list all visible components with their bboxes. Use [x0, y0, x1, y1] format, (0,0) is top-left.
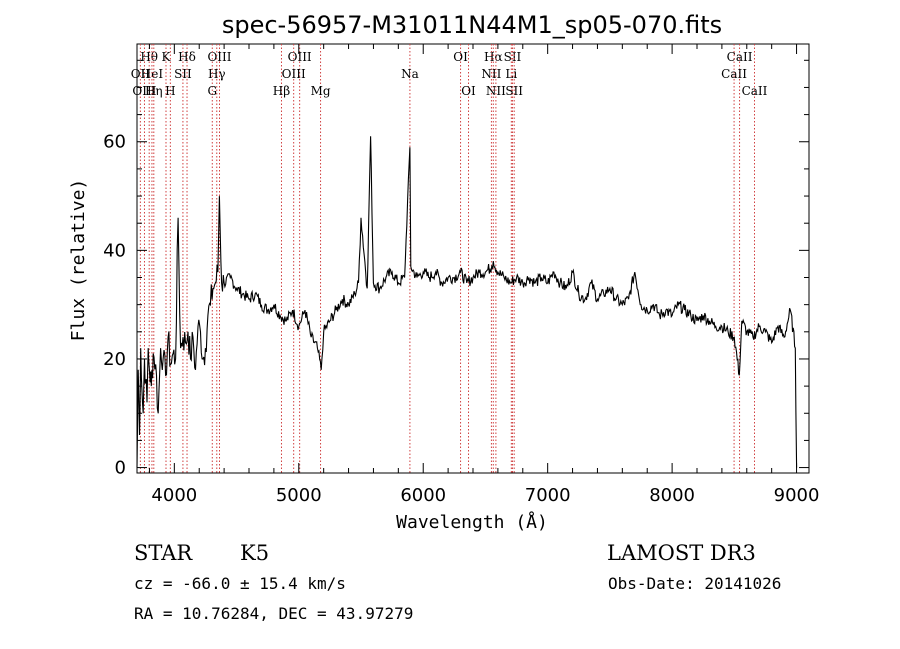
marker-label: K [162, 50, 172, 64]
redshift-cz: cz = -66.0 ± 15.4 km/s [134, 574, 346, 593]
x-tick-label: 8000 [649, 485, 695, 506]
marker-label: Hη [145, 84, 163, 98]
coordinates: RA = 10.76284, DEC = 43.97279 [134, 604, 413, 623]
chart-title: spec-56957-M31011N44M1_sp05-070.fits [222, 11, 722, 39]
x-tick-label: 4000 [151, 485, 197, 506]
marker-label: CaII [721, 67, 747, 81]
observation-date: Obs-Date: 20141026 [608, 574, 781, 593]
marker-label: OIII [288, 50, 312, 64]
x-tick-label: 6000 [400, 485, 446, 506]
axes: 4000 5000 6000 7000 8000 9000 0 20 40 60 [103, 44, 819, 506]
x-tick-label: 9000 [774, 485, 820, 506]
plot-frame [136, 43, 810, 474]
spectrum-line [136, 136, 798, 468]
survey-name: LAMOST DR3 [607, 541, 756, 565]
marker-label: OII [131, 67, 151, 81]
marker-label: CaII [727, 50, 753, 64]
x-tick-label: 7000 [525, 485, 571, 506]
marker-label: Li [505, 67, 517, 81]
marker-label: Hβ [273, 84, 290, 98]
marker-label: NII [486, 84, 506, 98]
x-tick-label: 5000 [276, 485, 322, 506]
y-tick-label: 60 [103, 132, 126, 153]
y-tick-label: 0 [115, 458, 126, 479]
marker-label: NII [481, 67, 501, 81]
marker-label: SII [505, 84, 523, 98]
object-class: STAR [134, 541, 193, 565]
marker-label: Hγ [208, 67, 226, 81]
y-tick-label: 40 [103, 240, 126, 261]
marker-label: H [165, 84, 175, 98]
marker-label: CaII [742, 84, 768, 98]
marker-label: Na [401, 67, 419, 81]
y-tick-label: 20 [103, 349, 126, 370]
marker-label: OI [461, 84, 476, 98]
marker-label: SII [174, 67, 192, 81]
marker-label: OIII [282, 67, 306, 81]
marker-label: Hθ [140, 50, 158, 64]
marker-label: OIII [207, 50, 231, 64]
x-axis-label: Wavelength (Å) [396, 511, 548, 533]
marker-label: Mg [311, 84, 331, 98]
marker-label: G [207, 84, 217, 98]
marker-label: HeI [141, 67, 164, 81]
marker-label: OI [453, 50, 468, 64]
marker-label: Hα [484, 50, 503, 64]
marker-label: SII [504, 50, 522, 64]
marker-label: Hδ [178, 50, 196, 64]
object-subclass: K5 [240, 541, 269, 565]
y-axis-label: Flux (relative) [68, 179, 89, 342]
